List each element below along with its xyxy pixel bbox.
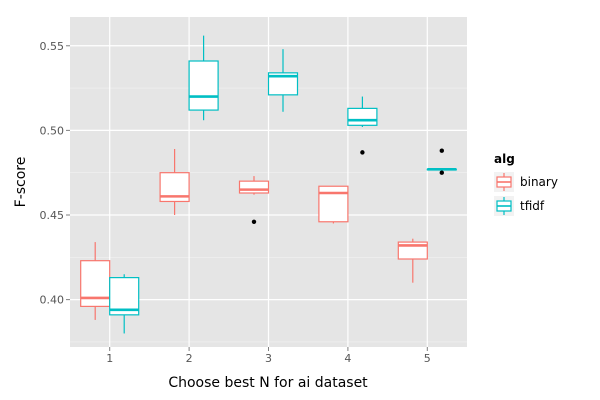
x-tick-label: 2 (186, 352, 193, 365)
y-tick-label: 0.50 (40, 124, 65, 137)
y-tick-label: 0.55 (40, 40, 65, 53)
boxes-layer (80, 35, 457, 334)
legend: alg binary tfidf (494, 152, 558, 216)
x-axis-title: Choose best N for ai dataset (168, 375, 368, 391)
y-axis: 0.40 0.45 0.50 0.55 (40, 40, 70, 307)
box-tfidf-4 (347, 96, 378, 155)
box-iqr (188, 60, 219, 111)
outlier-point (251, 219, 257, 224)
x-tick-label: 3 (265, 352, 272, 365)
box-binary-1 (80, 242, 111, 320)
legend-label-tfidf: tfidf (520, 199, 545, 213)
box-binary-3 (238, 176, 270, 224)
box-tfidf-1 (109, 274, 140, 334)
outlier-point (439, 170, 444, 175)
box-iqr (80, 260, 111, 307)
box-binary-2 (159, 149, 190, 215)
x-tick-label: 1 (106, 352, 113, 365)
box-tfidf-5 (426, 148, 457, 175)
legend-items: binary tfidf (494, 172, 558, 216)
legend-title: alg (494, 152, 515, 166)
y-axis-title: F-score (13, 157, 29, 208)
x-tick-label: 4 (344, 352, 351, 365)
box-binary-4 (318, 185, 349, 224)
box-iqr (318, 185, 349, 223)
box-iqr (238, 180, 270, 194)
box-tfidf-3 (267, 49, 299, 112)
legend-entry-binary: binary (494, 172, 558, 192)
outlier-point (439, 148, 444, 153)
box-binary-5 (397, 238, 428, 283)
box-iqr (267, 72, 299, 96)
box-iqr (347, 107, 378, 126)
legend-entry-tfidf: tfidf (494, 196, 545, 216)
outlier-point (360, 150, 365, 155)
legend-label-binary: binary (520, 175, 558, 189)
x-tick-label: 5 (424, 352, 431, 365)
y-tick-label: 0.45 (40, 209, 65, 222)
x-axis: 1 2 3 4 5 (106, 347, 431, 365)
box-tfidf-2 (188, 35, 219, 121)
y-tick-label: 0.40 (40, 294, 65, 307)
